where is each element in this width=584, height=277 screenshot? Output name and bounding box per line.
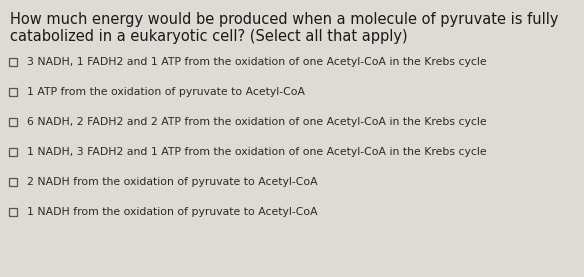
Text: 1 NADH, 3 FADH2 and 1 ATP from the oxidation of one Acetyl-CoA in the Krebs cycl: 1 NADH, 3 FADH2 and 1 ATP from the oxida… [27,147,486,157]
Text: 1 NADH from the oxidation of pyruvate to Acetyl-CoA: 1 NADH from the oxidation of pyruvate to… [27,207,318,217]
Bar [9,208,17,216]
Text: 3 NADH, 1 FADH2 and 1 ATP from the oxidation of one Acetyl-CoA in the Krebs cycl: 3 NADH, 1 FADH2 and 1 ATP from the oxida… [27,57,486,67]
Text: 1 ATP from the oxidation of pyruvate to Acetyl-CoA: 1 ATP from the oxidation of pyruvate to … [27,87,305,97]
Text: 6 NADH, 2 FADH2 and 2 ATP from the oxidation of one Acetyl-CoA in the Krebs cycl: 6 NADH, 2 FADH2 and 2 ATP from the oxida… [27,117,486,127]
Bar [9,148,17,156]
Bar [9,58,17,66]
Text: 2 NADH from the oxidation of pyruvate to Acetyl-CoA: 2 NADH from the oxidation of pyruvate to… [27,177,318,187]
Bar [9,178,17,186]
Bar [9,118,17,126]
Bar [9,88,17,96]
Text: How much energy would be produced when a molecule of pyruvate is fully: How much energy would be produced when a… [10,12,558,27]
Text: catabolized in a eukaryotic cell? (Select all that apply): catabolized in a eukaryotic cell? (Selec… [10,29,408,44]
